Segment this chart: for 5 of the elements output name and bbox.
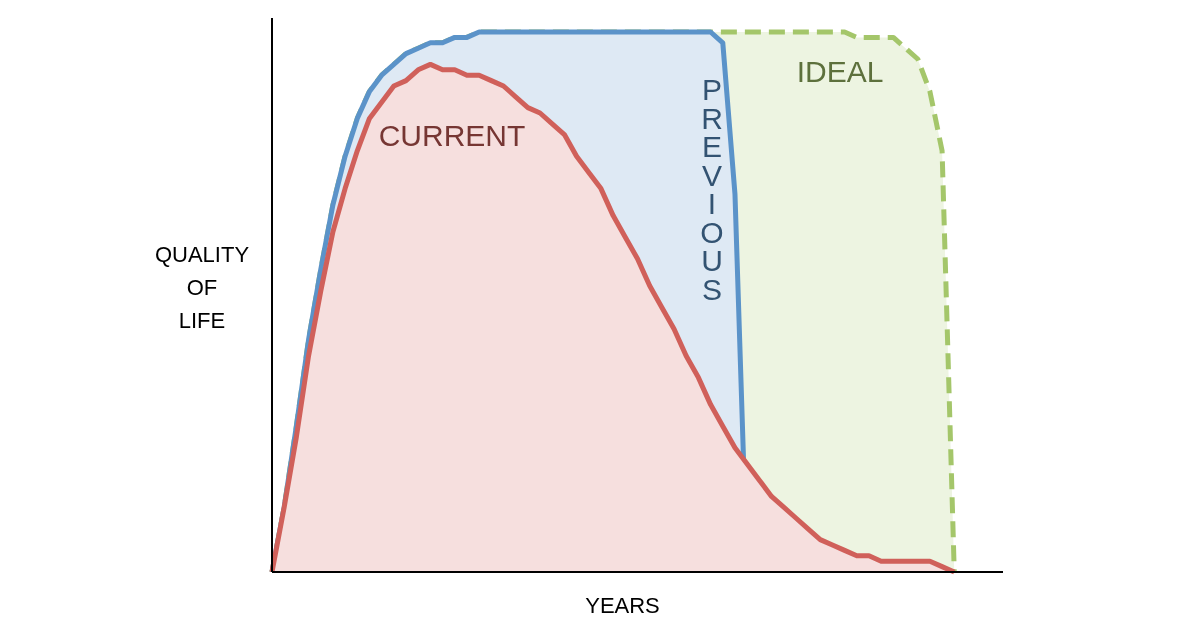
series-label: IDEAL [796,55,884,88]
series-label: CURRENT [378,119,526,152]
series-label: PREVIOUS [700,73,724,306]
x-axis-title: YEARS [585,593,660,618]
y-axis-title: QUALITY OF LIFE [154,242,250,333]
